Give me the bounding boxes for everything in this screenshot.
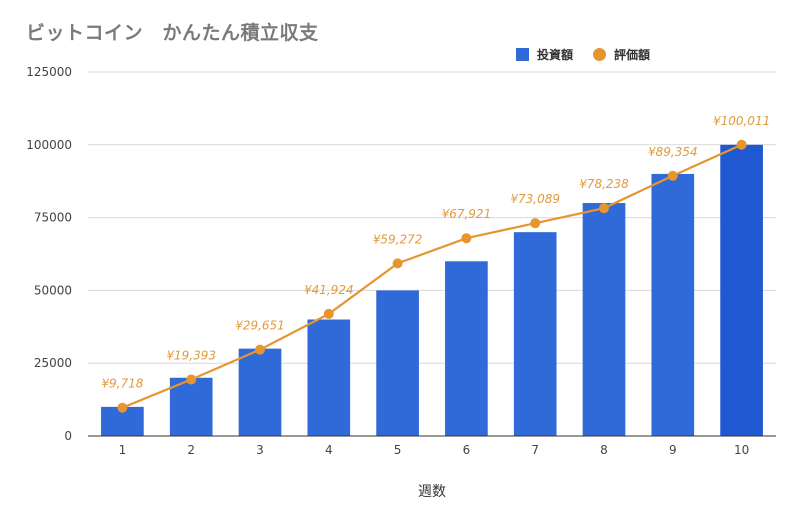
- y-tick-label: 50000: [34, 283, 72, 297]
- legend-item-valuation: 評価額: [593, 46, 650, 63]
- x-tick-label: 2: [187, 443, 195, 457]
- data-label: ¥73,089: [510, 192, 560, 206]
- line-point: [255, 344, 265, 355]
- data-label: ¥89,354: [648, 145, 698, 159]
- line-point: [736, 139, 747, 150]
- line-point: [530, 218, 541, 229]
- x-tick-label: 1: [119, 443, 127, 457]
- data-label: ¥67,921: [442, 207, 492, 221]
- line-point: [461, 233, 472, 244]
- y-tick-label: 100000: [26, 138, 72, 152]
- legend-swatch-bar: [516, 48, 529, 61]
- bar: [513, 232, 557, 436]
- line-point: [323, 308, 334, 319]
- bar: [582, 203, 626, 436]
- y-tick-label: 0: [64, 429, 72, 443]
- data-label: ¥41,924: [304, 283, 354, 297]
- x-tick-label: 5: [394, 443, 402, 457]
- data-label: ¥100,011: [713, 114, 770, 128]
- bar: [376, 290, 419, 436]
- bar: [651, 173, 695, 437]
- line-point: [392, 258, 403, 269]
- legend-item-investment: 投資額: [516, 46, 573, 63]
- bar: [720, 144, 763, 437]
- line-point: [667, 170, 678, 181]
- bar: [307, 319, 351, 436]
- line-point: [186, 374, 197, 385]
- x-tick-label: 6: [463, 443, 471, 457]
- y-tick-label: 25000: [34, 356, 72, 370]
- x-tick-label: 10: [734, 443, 749, 457]
- valuation-line: [121, 143, 743, 409]
- data-label: ¥9,718: [101, 377, 143, 391]
- data-label: ¥78,238: [579, 177, 629, 191]
- data-label: ¥59,272: [373, 232, 423, 246]
- legend-label-valuation: 評価額: [614, 48, 651, 62]
- x-tick-label: 7: [531, 443, 539, 457]
- bar: [169, 377, 213, 436]
- x-tick-label: 8: [600, 443, 608, 457]
- y-tick-label: 75000: [34, 211, 72, 225]
- bar: [445, 261, 488, 436]
- line-point: [117, 402, 128, 413]
- data-label: ¥29,651: [235, 319, 285, 333]
- x-tick-label: 9: [669, 443, 677, 457]
- chart-title: ビットコイン かんたん積立収支: [26, 22, 319, 44]
- legend: 投資額 評価額: [516, 46, 670, 63]
- legend-swatch-dot: [593, 48, 607, 61]
- x-axis-title: 週数: [418, 484, 446, 500]
- legend-label-investment: 投資額: [537, 48, 574, 62]
- line-point: [599, 203, 609, 214]
- x-tick-label: 3: [256, 443, 264, 457]
- x-tick-label: 4: [325, 443, 333, 457]
- data-label: ¥19,393: [166, 349, 216, 363]
- bar: [238, 348, 282, 436]
- y-tick-label: 125000: [26, 65, 72, 79]
